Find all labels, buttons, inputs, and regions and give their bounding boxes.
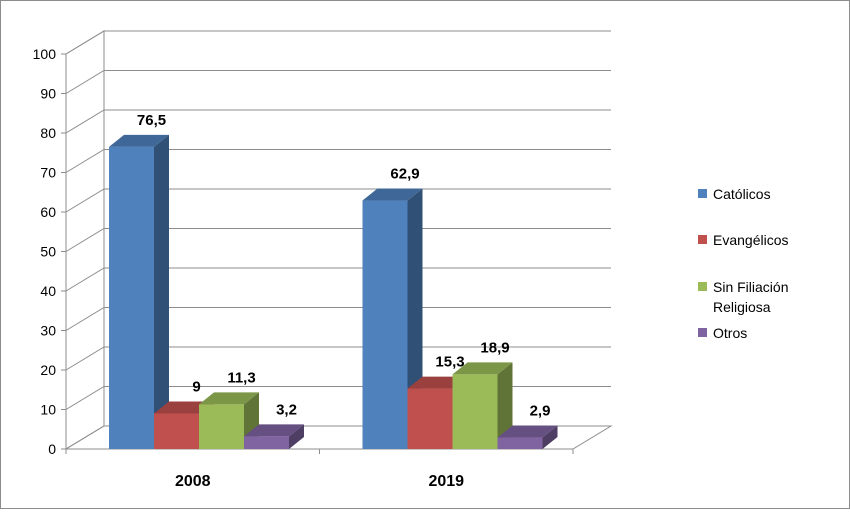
legend-swatch [698, 328, 707, 337]
y-tick-label: 80 [40, 125, 56, 141]
bar [244, 436, 289, 449]
y-tick-label: 30 [40, 323, 56, 339]
gridline [65, 149, 611, 173]
gridline [65, 188, 611, 213]
bar-top [362, 188, 423, 201]
y-axis: 0 10 20 30 40 50 60 70 80 90 100 [33, 46, 67, 457]
bar [199, 404, 244, 449]
legend-swatch [698, 189, 707, 198]
bar-top [109, 134, 169, 147]
bar-top [199, 392, 259, 405]
bar [154, 413, 199, 449]
data-label: 2,9 [530, 403, 551, 420]
data-label: 76,5 [137, 112, 166, 129]
y-tick-label: 70 [40, 165, 56, 181]
gridline [65, 307, 611, 331]
legend-label: Católicos [713, 186, 771, 202]
data-label: 15,3 [435, 354, 464, 371]
gridline [65, 267, 611, 292]
y-tick-label: 100 [33, 46, 57, 62]
gridlines [65, 30, 611, 450]
x-axis: 2008 2019 [65, 448, 574, 490]
data-label: 62,9 [390, 166, 419, 183]
bar-side [289, 424, 304, 449]
x-tick-label: 2019 [428, 473, 464, 490]
y-tick-label: 20 [40, 362, 56, 378]
data-label: 3,2 [276, 401, 297, 418]
y-tick-label: 60 [40, 204, 56, 220]
y-tick-label: 40 [40, 283, 56, 299]
legend-swatch [698, 282, 707, 291]
data-labels: 76,5 9 11,3 3,2 62,9 15,3 18,9 2,9 [137, 112, 551, 420]
bar [109, 146, 154, 449]
bar [407, 388, 453, 449]
legend: Católicos Evangélicos Sin Filiación Religio… [698, 186, 789, 341]
y-tick-label: 50 [40, 244, 56, 260]
gridline [65, 30, 611, 55]
bar [362, 200, 408, 449]
legend-label: Religiosa [713, 299, 771, 315]
gridline [65, 70, 611, 94]
y-tick-label: 10 [40, 402, 56, 418]
bar-side [497, 362, 513, 449]
data-label: 18,9 [480, 339, 509, 356]
legend-swatch [698, 235, 707, 244]
bar-top [452, 362, 513, 375]
bar-side [154, 134, 169, 449]
data-label: 9 [192, 378, 200, 395]
gridline [65, 346, 611, 371]
bars [109, 134, 558, 450]
bar [452, 374, 498, 449]
y-tick-label: 0 [48, 441, 56, 457]
data-label: 11,3 [227, 369, 255, 386]
bar-top [497, 425, 558, 438]
bar-top [244, 424, 304, 437]
legend-label: Evangélicos [713, 232, 789, 248]
bar [497, 437, 543, 449]
bar-side [542, 425, 558, 449]
y-tick-label: 90 [40, 86, 56, 102]
legend-label: Sin Filiación [713, 279, 788, 295]
x-tick-label: 2008 [175, 473, 211, 490]
gridline [65, 228, 611, 252]
legend-label: Otros [713, 325, 747, 341]
gridline [65, 109, 611, 134]
